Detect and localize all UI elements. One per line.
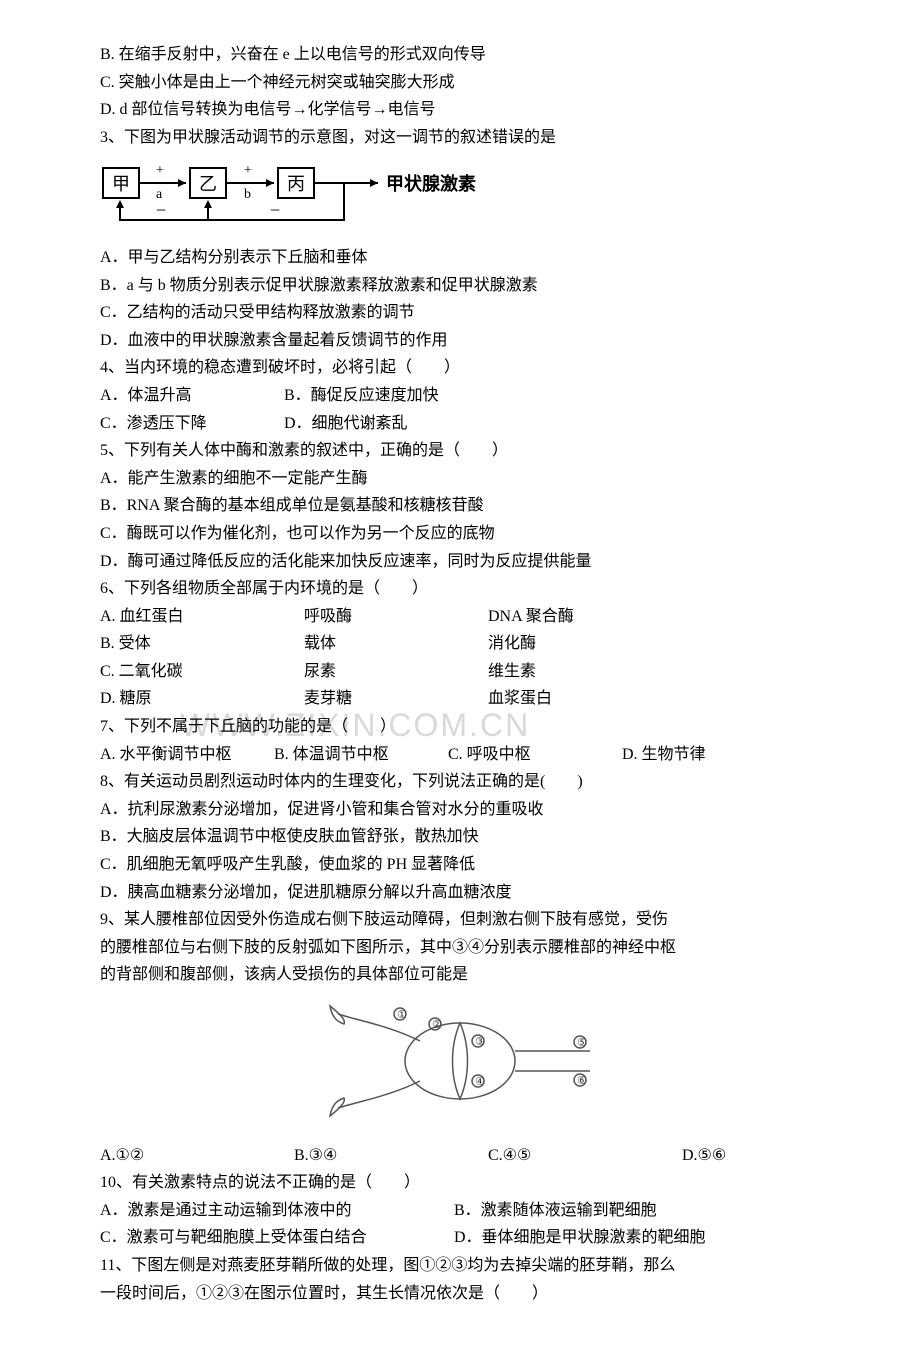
q11-stem-2: 一段时间后，①②③在图示位置时，其生长情况依次是（ ） <box>100 1281 820 1307</box>
svg-text:⑤: ⑤ <box>577 1037 587 1049</box>
q9-options: A.①② B.③④ C.④⑤ D.⑤⑥ <box>100 1143 820 1169</box>
q10-options-row2: C．激素可与靶细胞膜上受体蛋白结合 D．垂体细胞是甲状腺激素的靶细胞 <box>100 1225 820 1251</box>
q9-diagram: .ln2{stroke:#555;stroke-width:1.5;fill:n… <box>100 996 820 1135</box>
q11-stem-1: 11、下图左侧是对燕麦胚芽鞘所做的处理，图①②③均为去掉尖端的胚芽鞘，那么 <box>100 1253 820 1279</box>
svg-text:+: + <box>244 163 252 178</box>
q3-node-a: 甲 <box>112 174 130 194</box>
svg-text:−: − <box>156 200 166 220</box>
svg-text:⑥: ⑥ <box>577 1075 587 1087</box>
q3-option-b: B．a 与 b 物质分别表示促甲状腺激素释放激素和促甲状腺激素 <box>100 273 820 299</box>
q6-stem: 6、下列各组物质全部属于内环境的是（ ） <box>100 576 820 602</box>
q9-stem-1: 9、某人腰椎部位因受外伤造成右侧下肢运动障碍，但刺激右侧下肢有感觉，受伤 <box>100 907 820 933</box>
q7-option-d: D. 生物节律 <box>622 742 706 768</box>
q6a-c1: 呼吸酶 <box>304 604 484 630</box>
q6b-h: B. 受体 <box>100 631 300 657</box>
q6d-c2: 血浆蛋白 <box>488 686 552 712</box>
q6a-c2: DNA 聚合酶 <box>488 604 574 630</box>
q4-option-d: D．细胞代谢紊乱 <box>284 411 408 437</box>
q10-option-a: A．激素是通过主动运输到体液中的 <box>100 1198 450 1224</box>
q8-option-a: A．抗利尿激素分泌增加，促进肾小管和集合管对水分的重吸收 <box>100 797 820 823</box>
q8-option-b: B．大脑皮层体温调节中枢使皮肤血管舒张，散热加快 <box>100 824 820 850</box>
q4-option-c: C．渗透压下降 <box>100 411 280 437</box>
q2-option-d: D. d 部位信号转换为电信号→化学信号→电信号 <box>100 97 820 123</box>
q7-option-b: B. 体温调节中枢 <box>274 742 444 768</box>
svg-text:−: − <box>270 200 280 220</box>
q6b-c1: 载体 <box>304 631 484 657</box>
q3-option-d: D．血液中的甲状腺激素含量起着反馈调节的作用 <box>100 328 820 354</box>
q7-options: A. 水平衡调节中枢 B. 体温调节中枢 C. 呼吸中枢 D. 生物节律 <box>100 742 820 768</box>
q9-option-a: A.①② <box>100 1143 290 1169</box>
q9-option-c: C.④⑤ <box>488 1143 678 1169</box>
q3-node-c: 丙 <box>287 174 305 194</box>
svg-text:甲状腺激素: 甲状腺激素 <box>386 173 476 194</box>
q4-option-a: A．体温升高 <box>100 383 280 409</box>
q3-stem: 3、下图为甲状腺活动调节的示意图，对这一调节的叙述错误的是 <box>100 125 820 151</box>
q5-option-c: C．酶既可以作为催化剂，也可以作为另一个反应的底物 <box>100 521 820 547</box>
q6-row-d: D. 糖原 麦芽糖 血浆蛋白 <box>100 686 820 712</box>
svg-text:+: + <box>156 163 164 178</box>
q3-option-c: C．乙结构的活动只受甲结构释放激素的调节 <box>100 300 820 326</box>
q4-options-row1: A．体温升高 B．酶促反应速度加快 <box>100 383 820 409</box>
q9-option-b: B.③④ <box>294 1143 484 1169</box>
q4-option-b: B．酶促反应速度加快 <box>284 383 439 409</box>
q7-option-a: A. 水平衡调节中枢 <box>100 742 270 768</box>
q5-option-b: B．RNA 聚合酶的基本组成单位是氨基酸和核糖核苷酸 <box>100 493 820 519</box>
svg-text:b: b <box>244 187 251 202</box>
svg-text:②: ② <box>432 1019 442 1031</box>
q9-option-d: D.⑤⑥ <box>682 1143 726 1169</box>
q9-stem-3: 的背部侧和腹部侧，该病人受损伤的具体部位可能是 <box>100 962 820 988</box>
q10-option-c: C．激素可与靶细胞膜上受体蛋白结合 <box>100 1225 450 1251</box>
q9-stem-2: 的腰椎部位与右侧下肢的反射弧如下图所示，其中③④分别表示腰椎部的神经中枢 <box>100 935 820 961</box>
svg-text:③: ③ <box>475 1036 485 1048</box>
q6d-h: D. 糖原 <box>100 686 300 712</box>
q6a-h: A. 血红蛋白 <box>100 604 300 630</box>
q6-row-a: A. 血红蛋白 呼吸酶 DNA 聚合酶 <box>100 604 820 630</box>
q10-options-row1: A．激素是通过主动运输到体液中的 B．激素随体液运输到靶细胞 <box>100 1198 820 1224</box>
q10-stem: 10、有关激素特点的说法不正确的是（ ） <box>100 1170 820 1196</box>
q3-diagram: .bx{fill:none;stroke:#000;stroke-width:2… <box>100 158 480 228</box>
q6d-c1: 麦芽糖 <box>304 686 484 712</box>
q7-option-c: C. 呼吸中枢 <box>448 742 618 768</box>
q10-option-b: B．激素随体液运输到靶细胞 <box>454 1198 657 1224</box>
svg-text:④: ④ <box>475 1076 485 1088</box>
q7-stem: 7、下列不属于下丘脑的功能的是（ ） <box>100 714 820 740</box>
q6-row-c: C. 二氧化碳 尿素 维生素 <box>100 659 820 685</box>
q8-option-d: D．胰高血糖素分泌增加，促进肌糖原分解以升高血糖浓度 <box>100 880 820 906</box>
q5-option-d: D．酶可通过降低反应的活化能来加快反应速率，同时为反应提供能量 <box>100 549 820 575</box>
q6c-c2: 维生素 <box>488 659 536 685</box>
q3-option-a: A．甲与乙结构分别表示下丘脑和垂体 <box>100 245 820 271</box>
q5-option-a: A．能产生激素的细胞不一定能产生酶 <box>100 466 820 492</box>
q6b-c2: 消化酶 <box>488 631 536 657</box>
q5-stem: 5、下列有关人体中酶和激素的叙述中，正确的是（ ） <box>100 438 820 464</box>
q10-option-d: D．垂体细胞是甲状腺激素的靶细胞 <box>454 1225 706 1251</box>
q2-option-c: C. 突触小体是由上一个神经元树突或轴突膨大形成 <box>100 70 820 96</box>
q4-stem: 4、当内环境的稳态遭到破坏时，必将引起（ ） <box>100 355 820 381</box>
q8-stem: 8、有关运动员剧烈运动时体内的生理变化，下列说法正确的是( ) <box>100 769 820 795</box>
q6-row-b: B. 受体 载体 消化酶 <box>100 631 820 657</box>
q4-options-row2: C．渗透压下降 D．细胞代谢紊乱 <box>100 411 820 437</box>
q3-node-b: 乙 <box>199 174 217 194</box>
q6c-c1: 尿素 <box>304 659 484 685</box>
q2-option-b: B. 在缩手反射中，兴奋在 e 上以电信号的形式双向传导 <box>100 42 820 68</box>
q6c-h: C. 二氧化碳 <box>100 659 300 685</box>
svg-text:①: ① <box>397 1009 407 1021</box>
q8-option-c: C．肌细胞无氧呼吸产生乳酸，使血浆的 PH 显著降低 <box>100 852 820 878</box>
